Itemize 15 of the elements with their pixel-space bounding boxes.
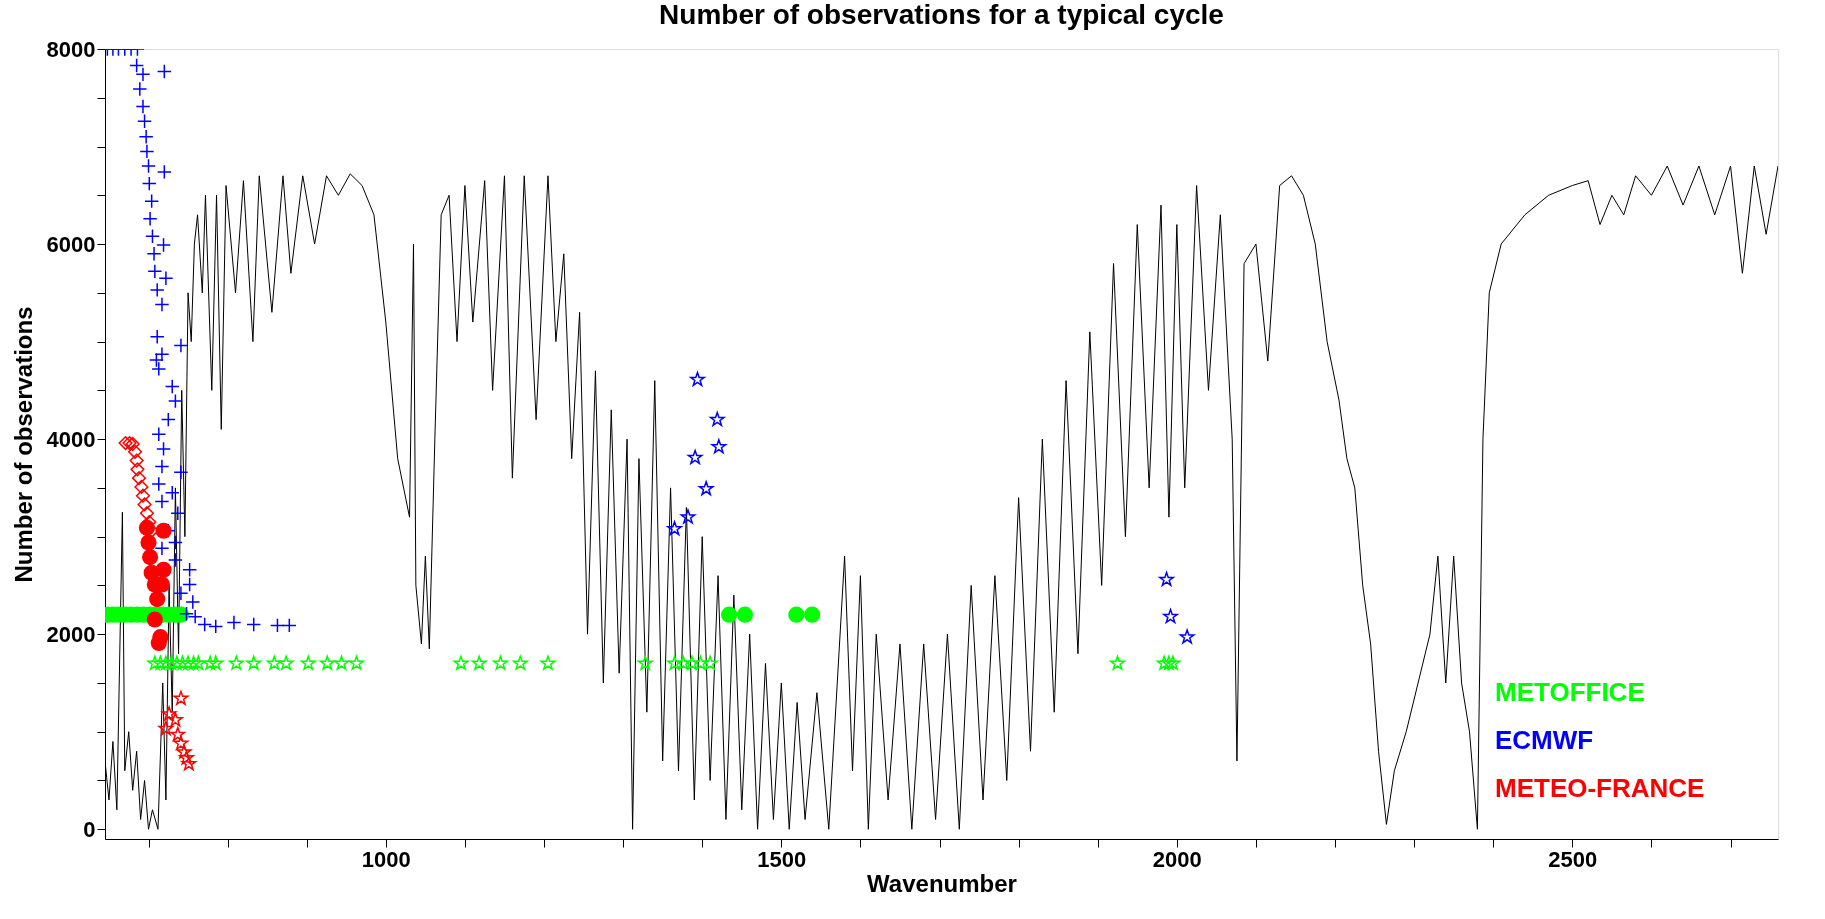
y-tick-label: 2000 [46, 621, 96, 647]
x-axis-title: Wavenumber [867, 869, 1017, 897]
y-axis-title: Number of observations [9, 306, 37, 583]
text: METOFFICE [1495, 677, 1645, 707]
x-tick-label: 2000 [1152, 846, 1202, 872]
y-tick-label: 6000 [46, 231, 96, 257]
chart-title: Number of observations for a typical cycle [659, 0, 1224, 30]
text: ECMWF [1495, 725, 1594, 755]
text: METEO-FRANCE [1495, 773, 1705, 803]
y-tick-label: 8000 [46, 36, 96, 62]
x-tick-label: 2500 [1548, 846, 1598, 872]
x-tick-label: 1000 [361, 846, 411, 872]
y-tick-label: 4000 [46, 426, 96, 452]
y-tick-label: 0 [83, 816, 96, 842]
x-tick-label: 1500 [757, 846, 807, 872]
